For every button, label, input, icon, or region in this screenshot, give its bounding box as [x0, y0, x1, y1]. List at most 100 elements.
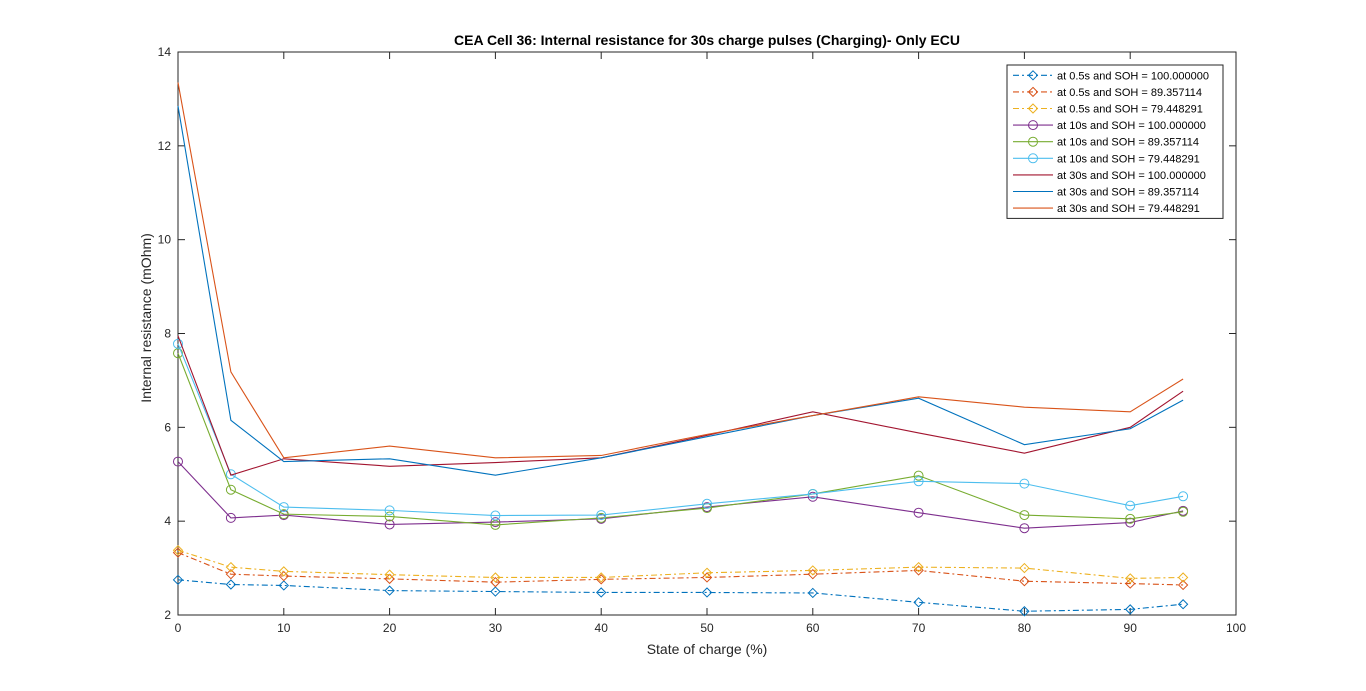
data-point [701, 587, 713, 598]
series-6 [173, 338, 1189, 521]
data-point [1019, 606, 1030, 617]
legend: at 0.5s and SOH = 100.000000 at 0.5s and … [1006, 64, 1224, 219]
data-point [702, 498, 712, 509]
data-point [701, 572, 713, 583]
data-point [1019, 576, 1030, 587]
data-point [913, 597, 924, 608]
x-tick-label: 60 [806, 621, 820, 635]
axis-ticks: 0 10 20 30 40 50 60 70 80 90 100 2 4 6 8 10 12 14 [158, 45, 1247, 635]
series-3 [172, 545, 1189, 584]
legend-marker [1028, 136, 1038, 147]
data-point [595, 572, 607, 583]
legend-item: at 0.5s and SOH = 89.357114 [1013, 86, 1202, 99]
data-point [225, 512, 236, 523]
y-tick-label: 6 [164, 420, 171, 434]
data-point [384, 585, 395, 596]
data-point [490, 517, 501, 528]
data-point [1125, 500, 1136, 511]
data-point [1124, 578, 1136, 589]
data-point [1125, 513, 1136, 524]
x-axis-label: State of charge (%) [647, 641, 768, 657]
data-point [1019, 562, 1030, 574]
x-tick-label: 80 [1018, 621, 1032, 635]
x-tick-label: 100 [1226, 621, 1246, 635]
data-point [384, 519, 395, 530]
data-point [807, 488, 818, 499]
data-point [1177, 579, 1189, 591]
data-point [384, 573, 395, 585]
data-point [596, 510, 607, 521]
legend-marker [1028, 120, 1038, 131]
data-point [173, 456, 183, 467]
legend-label: at 30s and SOH = 79.448291 [1057, 203, 1200, 215]
data-point [225, 561, 237, 573]
legend-marker [1028, 153, 1038, 164]
data-point [278, 502, 289, 513]
legend-item: at 10s and SOH = 79.448291 [1013, 153, 1200, 165]
data-point [807, 568, 819, 580]
series-line [177, 579, 1184, 612]
legend-item: at 30s and SOH = 100.000000 [1013, 170, 1206, 182]
data-point [701, 567, 713, 578]
legend-label: at 10s and SOH = 89.357114 [1057, 137, 1199, 149]
y-tick-label: 4 [164, 514, 171, 528]
chart-title: CEA Cell 36: Internal resistance for 30s… [454, 32, 960, 48]
y-axis-label: Internal resistance (mOhm) [138, 233, 154, 403]
legend-label: at 10s and SOH = 100.000000 [1057, 120, 1206, 132]
series-line [177, 105, 1184, 476]
data-point [490, 572, 501, 583]
series-1 [172, 574, 1189, 617]
series-line [177, 549, 1184, 579]
x-tick-label: 50 [700, 621, 714, 635]
x-tick-label: 90 [1124, 621, 1138, 635]
data-point [1019, 523, 1030, 534]
series-line [177, 82, 1184, 459]
data-point [172, 574, 184, 586]
data-point [1178, 491, 1189, 502]
data-point [172, 545, 184, 556]
data-point [595, 587, 607, 598]
series-9 [177, 82, 1184, 459]
legend-label: at 30s and SOH = 89.357114 [1057, 187, 1199, 199]
series-line [177, 343, 1184, 517]
legend-item: at 10s and SOH = 89.357114 [1013, 136, 1199, 149]
data-point [225, 568, 237, 580]
data-point [807, 565, 819, 576]
legend-marker [1027, 86, 1039, 98]
legend-label: at 10s and SOH = 79.448291 [1057, 153, 1200, 165]
data-point [225, 579, 237, 590]
data-point [490, 586, 501, 597]
data-point [278, 570, 290, 582]
x-tick-label: 30 [489, 621, 503, 635]
data-point [225, 484, 236, 495]
data-point [913, 470, 924, 481]
legend-item: at 0.5s and SOH = 79.448291 [1013, 103, 1203, 116]
data-point [596, 512, 607, 523]
data-point [384, 505, 395, 516]
series-line [177, 335, 1184, 476]
y-tick-label: 2 [164, 608, 171, 622]
series-7 [177, 335, 1184, 476]
x-tick-label: 20 [383, 621, 397, 635]
legend-label: at 0.5s and SOH = 89.357114 [1057, 87, 1202, 99]
data-point [1125, 517, 1136, 528]
x-tick-label: 10 [277, 621, 291, 635]
data-point [490, 510, 501, 521]
legend-label: at 0.5s and SOH = 100.000000 [1057, 70, 1209, 82]
data-point [490, 576, 501, 588]
legend-item: at 30s and SOH = 79.448291 [1013, 203, 1200, 215]
data-point [384, 569, 395, 580]
legend-marker [1027, 70, 1039, 81]
data-point [1019, 510, 1030, 521]
legend-label: at 30s and SOH = 100.000000 [1057, 170, 1206, 182]
data-point [1177, 572, 1189, 583]
legend-item: at 0.5s and SOH = 100.000000 [1013, 70, 1209, 82]
data-point [807, 491, 818, 502]
legend-marker [1027, 103, 1039, 114]
series-line [177, 552, 1184, 586]
data-point [913, 561, 924, 573]
data-point [807, 587, 819, 599]
legend-item: at 30s and SOH = 89.357114 [1013, 187, 1199, 199]
y-tick-label: 10 [158, 233, 172, 247]
data-point [1124, 573, 1136, 584]
